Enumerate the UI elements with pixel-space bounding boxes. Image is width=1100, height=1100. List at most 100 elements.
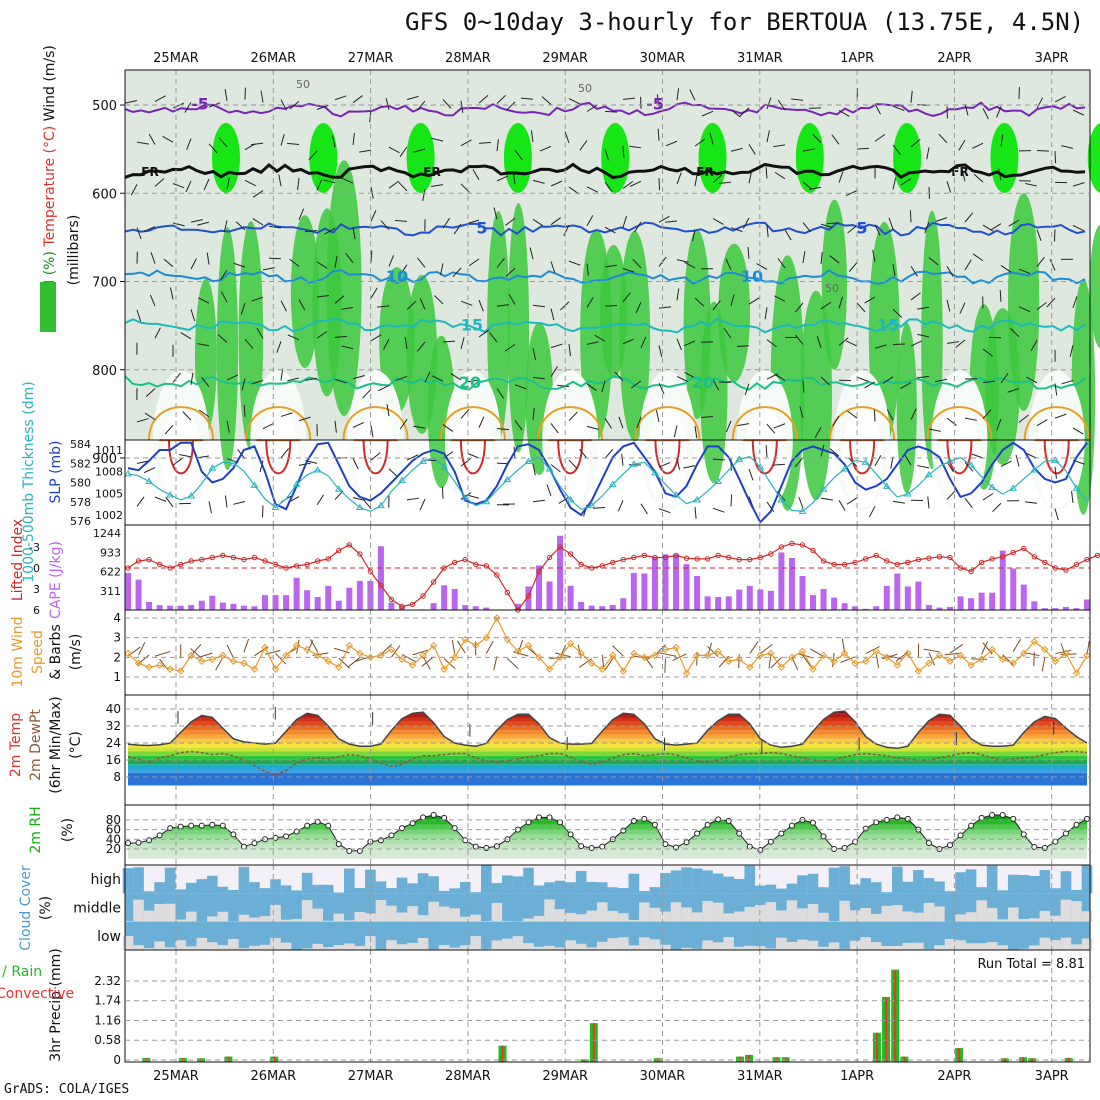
wind-speed-point [682, 669, 691, 677]
lifted-index-point [167, 565, 173, 571]
cape-bar [630, 572, 637, 610]
wind-barb [856, 376, 869, 382]
cloud-cell [649, 907, 661, 922]
cloud-cell [965, 912, 977, 922]
cloud-cell [523, 867, 534, 894]
cloud-cell [459, 945, 471, 950]
cloud-cell [417, 937, 429, 950]
cloud-cell [280, 885, 292, 894]
rh-tick-label: 80 [106, 813, 121, 827]
wind-barb [909, 210, 912, 223]
cloud-cell [333, 892, 345, 894]
date-label-bottom: 2APR [937, 1069, 971, 1084]
rh-core [1087, 123, 1100, 193]
cloud-cell [1029, 918, 1040, 922]
lifted-index-point [135, 558, 142, 564]
rh-point [293, 828, 300, 835]
cloud-cell [828, 921, 840, 922]
wind-barb [586, 425, 599, 430]
date-label-top: 2APR [937, 51, 971, 66]
rh-point [704, 821, 711, 828]
lifted-index-point [1084, 556, 1090, 563]
thickness-tick-label: 584 [70, 438, 91, 451]
surface-wind-barb [347, 657, 361, 668]
wind-barb [235, 221, 246, 231]
cloud-cell [691, 868, 703, 894]
cloud-cell [354, 946, 366, 950]
cape-bar [936, 607, 943, 610]
cloud-cell [1060, 871, 1072, 894]
wind-barb [165, 496, 174, 508]
thickness-marker [145, 477, 153, 485]
wind-speed-point [176, 667, 185, 675]
cloud-cell [154, 903, 165, 922]
temperature-contour-10 [124, 269, 1086, 285]
cape-bar [514, 603, 521, 610]
wind-barb [370, 452, 381, 461]
warm-contour [849, 439, 876, 475]
wind-barb [280, 300, 287, 312]
cloud-cell [354, 911, 366, 922]
lifted-index-label: Lifted Index [10, 519, 26, 601]
wind-barb [370, 287, 378, 299]
cloud-cell [765, 948, 777, 950]
thickness-marker [292, 480, 301, 487]
wind-barb [635, 301, 642, 314]
wind-barb [820, 301, 832, 310]
wind-barb [1072, 427, 1084, 435]
wind-barb [982, 380, 995, 384]
cloud-cell [154, 882, 165, 894]
wind-barb [125, 99, 138, 104]
wind-speed-point [419, 651, 427, 660]
wind-barb [550, 464, 561, 473]
cloud-cell [375, 881, 387, 894]
lifted-index-point [399, 603, 405, 610]
wind-barb [820, 376, 831, 386]
wind-unit: (m/s) [68, 634, 84, 671]
rh-point [841, 845, 848, 852]
cloud-cell [965, 869, 977, 894]
precip-conv-bar [227, 1056, 230, 1062]
temp-tick-label: 8 [113, 770, 121, 784]
rh-point [462, 837, 469, 844]
wind-barb [873, 409, 876, 422]
wind-barb [341, 345, 354, 350]
wind-barb [1036, 229, 1042, 241]
cloud-cell [164, 903, 176, 922]
wind-barb [144, 412, 156, 421]
cape-bar [546, 581, 553, 610]
wind-barb [856, 147, 870, 150]
wind-barb [676, 88, 680, 101]
cloud-cell [913, 912, 924, 922]
temp-label: 2m Temp [8, 713, 24, 777]
wind-barb [298, 208, 305, 220]
wind-speed-point [883, 653, 891, 662]
thickness-marker [1030, 466, 1039, 473]
cloud-cell [881, 892, 893, 894]
cloud-cell [375, 899, 387, 922]
wind-speed-point [724, 657, 733, 665]
credit-text: GrADS: COLA/IGES [4, 1082, 130, 1097]
wind-barb [432, 375, 444, 382]
thickness-marker [672, 491, 680, 498]
wind-barb [764, 307, 768, 320]
cloud-cell [175, 889, 186, 894]
wind-barb [874, 455, 882, 467]
wind-barb [683, 465, 696, 469]
wind-barb [676, 457, 681, 470]
thickness-marker [461, 493, 470, 501]
wind-barb [766, 225, 769, 238]
lifted-index-point [293, 563, 300, 569]
cloud-cell [965, 943, 977, 950]
wind-barb [197, 221, 210, 226]
cloud-cell [175, 940, 186, 950]
lifted-index-point [546, 554, 553, 561]
rh-point [240, 843, 247, 850]
temperature-contour-label: -5 [646, 94, 664, 113]
lifted-index-point [936, 554, 943, 560]
cloud-cell [776, 937, 787, 950]
lifted-index-point [1052, 565, 1059, 571]
wind-barb [636, 416, 642, 429]
cape-bar [314, 597, 321, 610]
wind-barb [460, 139, 472, 147]
